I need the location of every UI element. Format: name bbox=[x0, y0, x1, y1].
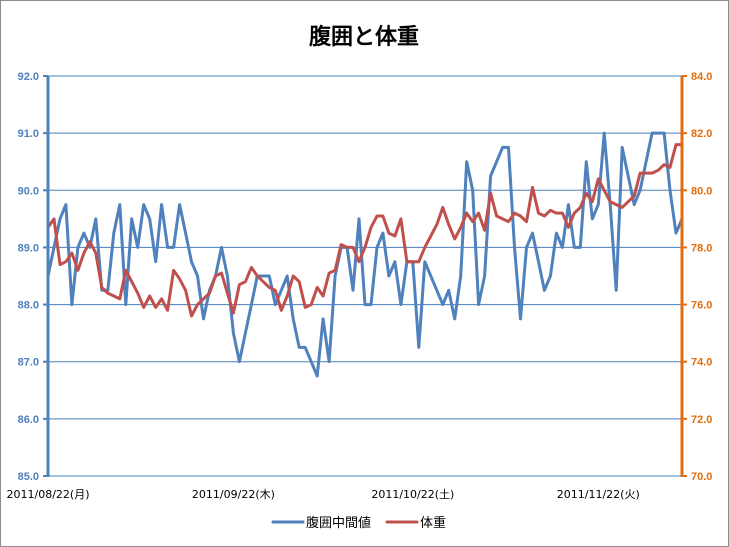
left-axis-tick-label: 88.0 bbox=[18, 300, 39, 312]
right-axis-tick-label: 80.0 bbox=[691, 185, 712, 197]
legend-label-waist: 腹囲中間値 bbox=[306, 515, 371, 531]
right-axis-tick-label: 74.0 bbox=[691, 357, 712, 369]
x-axis-tick-labels: 2011/08/22(月) 2011/09/22(木) 2011/10/22(土) 2… bbox=[7, 488, 640, 501]
x-axis-tick-label: 2011/08/22(月) bbox=[7, 488, 90, 501]
x-axis-tick-label: 2011/10/22(土) bbox=[371, 488, 454, 501]
right-axis-tick-label: 82.0 bbox=[691, 128, 712, 140]
right-axis-tick-label: 76.0 bbox=[691, 300, 712, 312]
left-axis-tick-label: 90.0 bbox=[18, 185, 39, 197]
right-axis-tick-label: 78.0 bbox=[691, 242, 712, 254]
right-axis-tick-label: 72.0 bbox=[691, 414, 712, 426]
legend-item-weight: 体重 bbox=[385, 515, 446, 531]
legend: 腹囲中間値 体重 bbox=[271, 515, 446, 531]
x-axis-tick-label: 2011/11/22(火) bbox=[557, 488, 640, 501]
plot-series bbox=[46, 131, 684, 378]
gridlines bbox=[48, 75, 682, 477]
left-axis-tick-label: 91.0 bbox=[18, 128, 39, 140]
series-line-waist bbox=[46, 131, 684, 378]
left-axis-tick-labels: 85.0 86.0 87.0 88.0 89.0 90.0 91.0 92.0 bbox=[18, 71, 39, 483]
left-axis-tick-label: 87.0 bbox=[18, 357, 39, 369]
x-axis-tick-label: 2011/09/22(木) bbox=[192, 488, 275, 501]
left-axis-tick-label: 92.0 bbox=[18, 71, 39, 83]
right-axis-tick-labels: 70.0 72.0 74.0 76.0 78.0 80.0 82.0 84.0 bbox=[691, 71, 712, 483]
legend-label-weight: 体重 bbox=[420, 515, 446, 531]
left-axis-tick-label: 85.0 bbox=[18, 471, 39, 483]
axes bbox=[43, 75, 687, 477]
legend-item-waist: 腹囲中間値 bbox=[271, 515, 371, 531]
left-axis-tick-label: 89.0 bbox=[18, 242, 39, 254]
series-line-weight bbox=[46, 143, 684, 318]
chart-title: 腹囲と体重 bbox=[309, 24, 419, 50]
right-axis-tick-label: 84.0 bbox=[691, 71, 712, 83]
left-axis-tick-label: 86.0 bbox=[18, 414, 39, 426]
right-axis-tick-label: 70.0 bbox=[691, 471, 712, 483]
